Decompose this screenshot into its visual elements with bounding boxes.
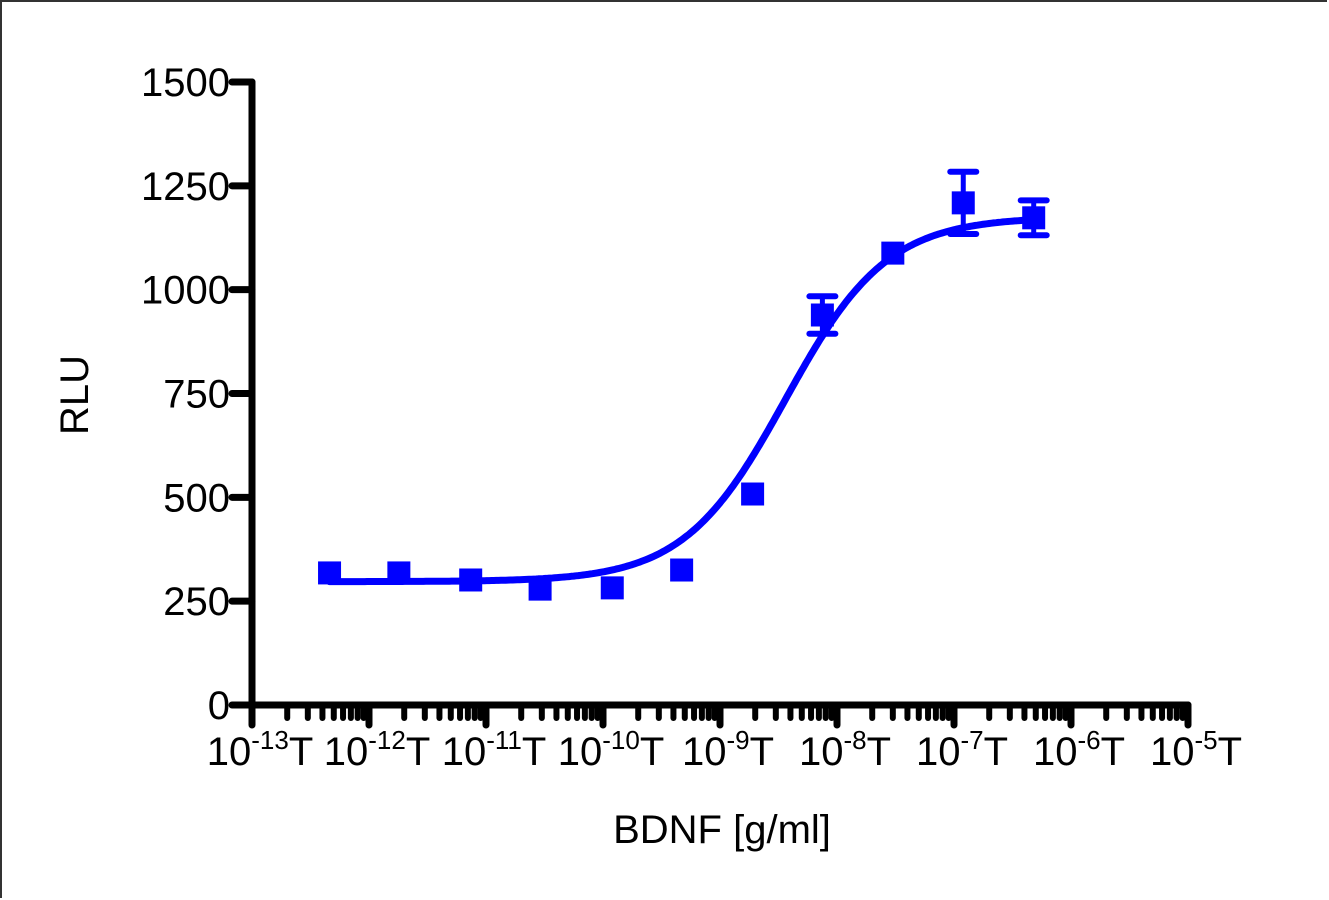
x-axis-title: BDNF [g/ml] (613, 808, 831, 852)
data-point-square (951, 191, 975, 215)
data-point-square (881, 241, 905, 265)
fit-curve-path (326, 216, 1038, 586)
data-points (318, 168, 1050, 601)
x-tick-label: 10-6T (1033, 725, 1125, 774)
x-tick-label: 10-9T (682, 725, 774, 774)
x-tick-label: 10-12T (324, 725, 431, 774)
y-tick-label: 0 (208, 684, 230, 728)
data-point-square (528, 577, 552, 601)
x-tick-label: 10-7T (916, 725, 1008, 774)
x-axis: 10-13T 10-12T 10-11T 10-10T 10-9T 10-8T 10-7T 1… (207, 701, 1242, 774)
x-tick-label: 10-5T (1150, 725, 1242, 774)
y-axis: 0 250 500 750 1000 1250 1500 (141, 61, 256, 728)
data-point-square (741, 482, 765, 506)
data-point-square (387, 561, 411, 585)
y-tick-label: 1000 (141, 269, 230, 313)
y-tick-label: 1500 (141, 61, 230, 105)
data-point-square (318, 561, 342, 585)
y-tick-label: 750 (163, 373, 230, 417)
y-tick-label: 250 (163, 580, 230, 624)
data-point-square (670, 558, 694, 582)
y-tick-label: 1250 (141, 165, 230, 209)
y-axis-title: RLU (53, 355, 97, 435)
y-tick-label: 500 (163, 476, 230, 520)
x-tick-label: 10-13T (207, 725, 314, 774)
fit-curve (326, 216, 1038, 586)
x-tick-label: 10-11T (442, 725, 547, 774)
x-tick-label: 10-8T (799, 725, 891, 774)
x-tick-label: 10-10T (558, 725, 665, 774)
data-point-square (600, 576, 624, 600)
data-point-square (459, 568, 483, 592)
data-point-square (810, 303, 834, 327)
data-point-square (1022, 206, 1046, 230)
